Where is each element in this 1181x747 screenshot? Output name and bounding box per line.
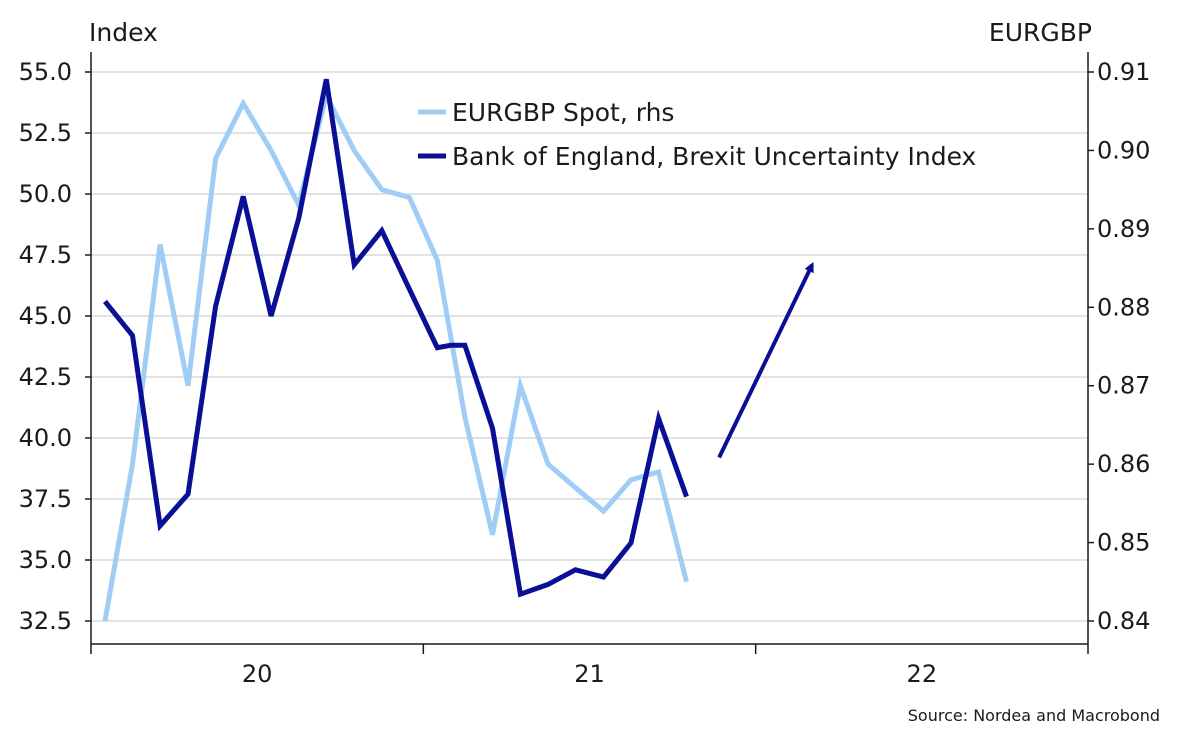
right-tick-label-7: 0.91 (1097, 58, 1150, 86)
x-tick-label-1: 21 (574, 660, 605, 688)
right-tick-label-2: 0.86 (1097, 450, 1150, 478)
left-tick-label-2: 37.5 (19, 485, 72, 513)
trend-arrow-0 (717, 262, 814, 459)
left-axis-title: Index (89, 18, 158, 47)
series-line-0 (102, 88, 689, 622)
legend-label-boe-index: Bank of England, Brexit Uncertainty Inde… (452, 142, 976, 171)
left-tick-label-9: 55.0 (19, 58, 72, 86)
series-line-1 (103, 78, 689, 598)
right-tick-label-0: 0.84 (1097, 607, 1150, 635)
right-tick-label-4: 0.88 (1097, 293, 1150, 321)
left-axis-ticks: 32.5 35.0 37.5 40.0 42.5 45.0 47.5 50.0 52.5 55.0 (19, 58, 91, 635)
x-tick-label-0: 20 (242, 660, 273, 688)
left-tick-label-8: 52.5 (19, 119, 72, 147)
x-tick-label-2: 22 (907, 660, 938, 688)
left-tick-label-4: 42.5 (19, 363, 72, 391)
left-tick-label-0: 32.5 (19, 607, 72, 635)
annotations (717, 262, 814, 459)
left-tick-label-3: 40.0 (19, 424, 72, 452)
right-tick-label-1: 0.85 (1097, 529, 1150, 557)
legend-label-eurgbp: EURGBP Spot, rhs (452, 98, 674, 127)
series-lines (102, 78, 689, 622)
right-tick-label-6: 0.90 (1097, 136, 1150, 164)
left-tick-label-6: 47.5 (19, 241, 72, 269)
x-axis-ticks: 20 21 22 (242, 660, 937, 688)
right-axis-title: EURGBP (989, 18, 1092, 47)
left-tick-label-7: 50.0 (19, 180, 72, 208)
left-tick-label-5: 45.0 (19, 302, 72, 330)
left-tick-label-1: 35.0 (19, 546, 72, 574)
source-note: Source: Nordea and Macrobond (908, 706, 1160, 725)
right-tick-label-3: 0.87 (1097, 372, 1150, 400)
right-tick-label-5: 0.89 (1097, 215, 1150, 243)
right-axis-ticks: 0.84 0.85 0.86 0.87 0.88 0.89 0.90 0.91 (1088, 58, 1150, 635)
legend: EURGBP Spot, rhs Bank of England, Brexit… (418, 98, 976, 171)
